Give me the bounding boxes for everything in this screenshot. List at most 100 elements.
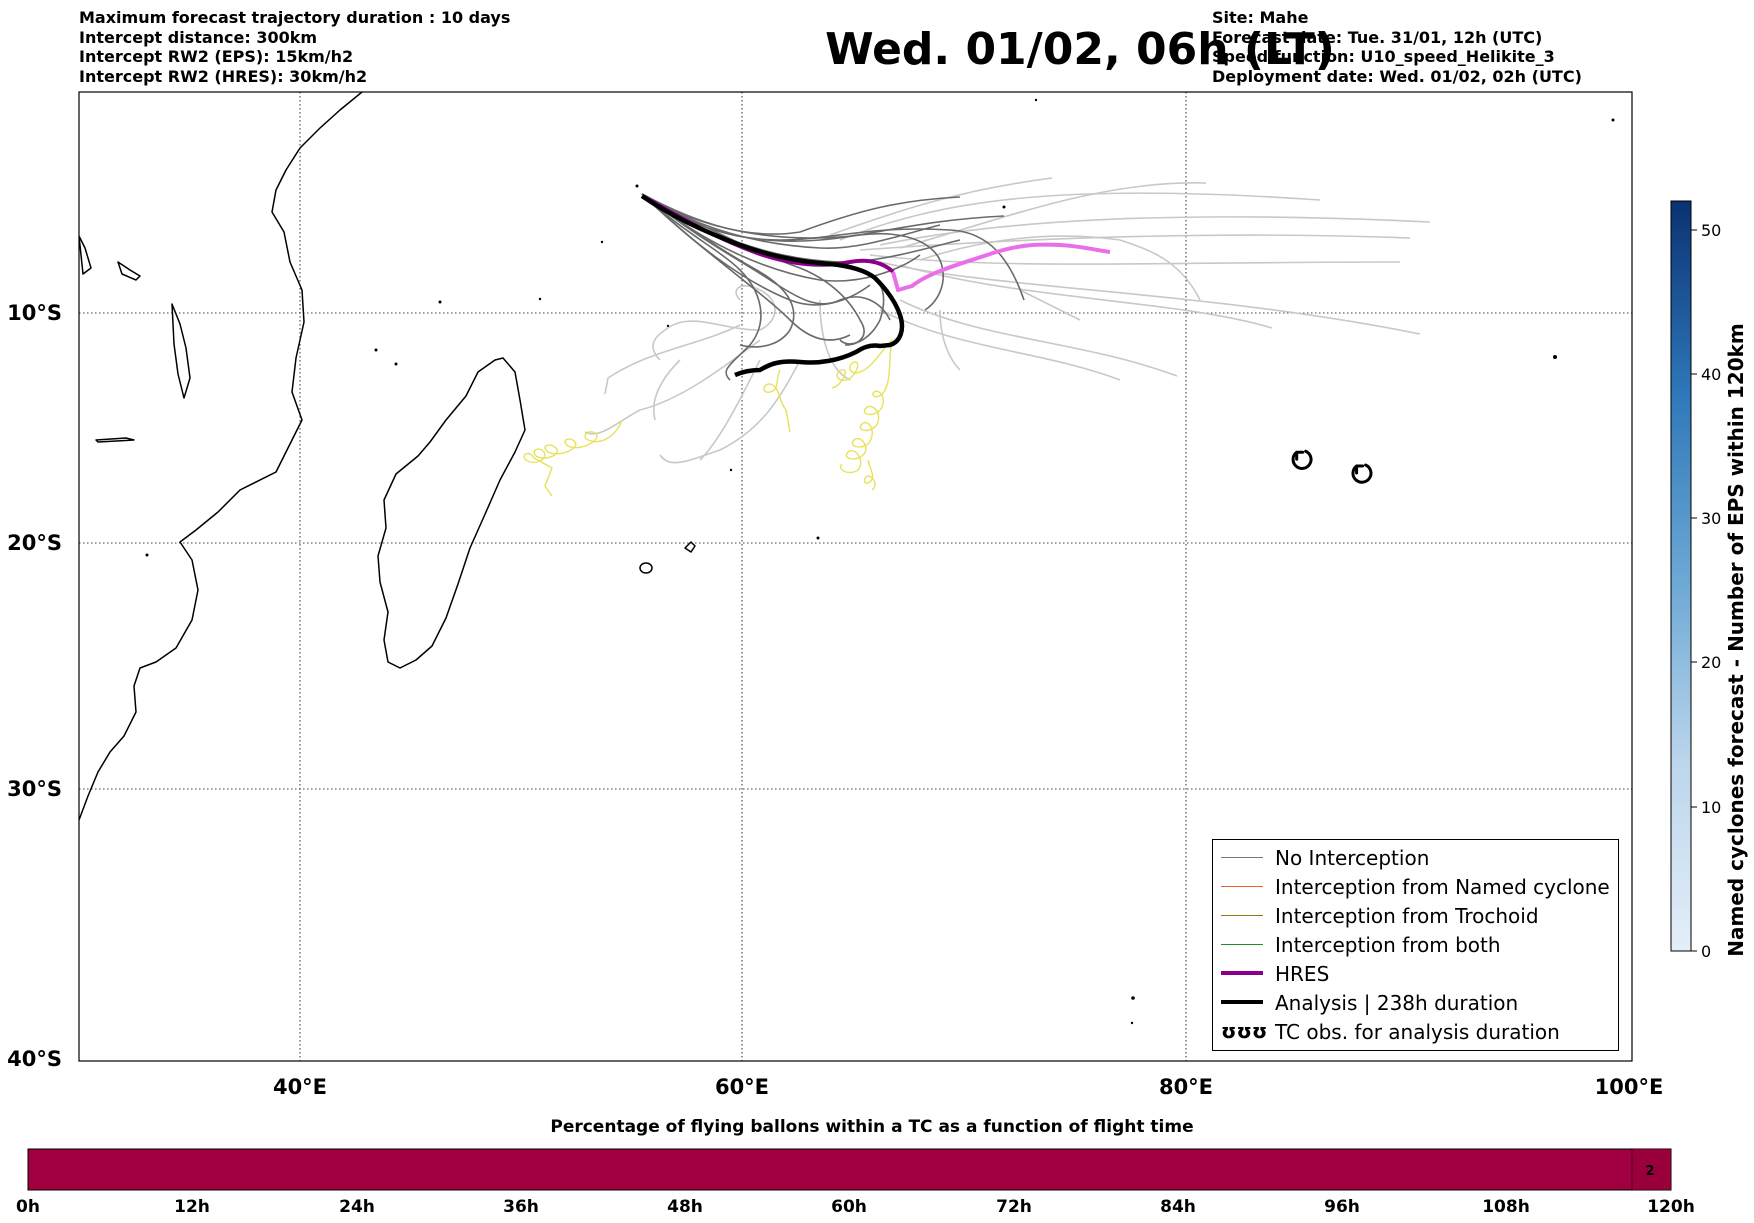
- trajectory-line: [641, 193, 762, 381]
- trajectory-line: [919, 235, 1201, 301]
- trajectory-line: [735, 285, 776, 331]
- colorbar-tick-label: 50: [1701, 221, 1721, 240]
- time-tick-label: 48h: [667, 1197, 703, 1217]
- island-dot: [1130, 1021, 1134, 1025]
- island-dot: [1034, 98, 1038, 102]
- lon-tick-label: 40°E: [273, 1075, 327, 1099]
- island-coastline: [79, 235, 92, 275]
- analysis-trajectory: [640, 194, 905, 378]
- header-right-line: Forecast date: Tue. 31/01, 12h (UTC): [1212, 27, 1543, 47]
- island-coastline: [95, 437, 135, 443]
- eps-trajectories-late: [584, 177, 1431, 464]
- lat-tick-label: 10°S: [7, 301, 62, 325]
- time-tick-label: 36h: [503, 1197, 539, 1217]
- page-title: Wed. 01/02, 06h (LT): [825, 24, 1335, 75]
- island-dot: [1131, 996, 1135, 1000]
- island-dot: [438, 300, 442, 304]
- island-coastline: [171, 303, 191, 399]
- lat-tick-label: 30°S: [7, 777, 62, 801]
- colorbar-gradient: [1670, 200, 1692, 952]
- island-coastline: [639, 562, 653, 574]
- header-left-line: Intercept distance: 300km: [79, 27, 318, 47]
- island-dot: [538, 297, 542, 301]
- header-right-line: Deployment date: Wed. 01/02, 02h (UTC): [1212, 66, 1582, 86]
- island-dot: [729, 468, 733, 472]
- island-dot: [394, 362, 398, 366]
- coastlines: [79, 92, 696, 821]
- time-tick-label: 12h: [174, 1197, 210, 1217]
- tc-obs: [1291, 449, 1373, 484]
- bottom-colorbar-title: Percentage of flying ballons within a TC…: [550, 1117, 1194, 1137]
- trochoid-track: [839, 339, 893, 474]
- time-tick-label: 24h: [339, 1197, 375, 1217]
- bottom-colorbar: 2 0h 12h 24h 36h 48h 60h 72h 84h 96h 108…: [16, 1148, 1695, 1217]
- island-dot: [816, 536, 820, 540]
- trajectory-line: [652, 320, 761, 361]
- percentage-value-label: 2: [1645, 1164, 1654, 1179]
- legend-swatch: [1221, 857, 1263, 858]
- colorbar-tick-label: 10: [1701, 798, 1721, 817]
- trajectory-line: [879, 216, 1431, 246]
- legend-swatch: [1221, 1000, 1263, 1004]
- island-dot: [1002, 205, 1006, 209]
- lon-tick-label: 80°E: [1159, 1075, 1213, 1099]
- colorbar-tick-label: 30: [1701, 509, 1721, 528]
- time-tick-label: 72h: [996, 1197, 1032, 1217]
- trochoid-track: [763, 369, 791, 433]
- colorbar-tick-label: 40: [1701, 365, 1721, 384]
- legend-swatch: [1221, 944, 1263, 945]
- island-dot: [1611, 118, 1615, 122]
- header-left: Maximum forecast trajectory duration : 1…: [79, 8, 510, 86]
- hres-trajectory-late: [891, 242, 1111, 292]
- trochoid-track: [831, 339, 893, 389]
- lon-tick-label: 100°E: [1595, 1075, 1664, 1099]
- trajectory-line: [641, 193, 891, 321]
- legend-swatch: [1221, 971, 1263, 975]
- legend-label: No Interception: [1275, 845, 1430, 870]
- legend-label: Interception from both: [1275, 932, 1501, 957]
- trajectory-line: [584, 339, 761, 435]
- trajectory-line: [1019, 289, 1081, 321]
- trochoid-track: [523, 419, 623, 497]
- trajectory-line: [839, 192, 1321, 241]
- island-dot: [145, 553, 149, 557]
- trajectory-line: [869, 254, 1401, 265]
- lon-tick-label: 60°E: [715, 1075, 769, 1099]
- trajectory-line: [641, 193, 851, 341]
- time-tick-label: 108h: [1482, 1197, 1530, 1217]
- axis-labels: 40°E 60°E 80°E 100°E 10°S 20°S 30°S 40°S: [7, 301, 1663, 1099]
- trajectory-line: [653, 359, 681, 421]
- legend-label: TC obs. for analysis duration: [1275, 1019, 1560, 1044]
- africa-coastline: [79, 92, 363, 821]
- time-tick-label: 84h: [1160, 1197, 1196, 1217]
- island-dot: [374, 348, 378, 352]
- legend-label: HRES: [1275, 961, 1330, 986]
- trochoid-tracks: [523, 339, 893, 497]
- trajectory-line: [899, 264, 1273, 329]
- legend-label: Analysis | 238h duration: [1275, 990, 1519, 1015]
- island-dot: [635, 184, 639, 188]
- legend-label: Interception from Trochoid: [1275, 903, 1539, 928]
- header-right-line: Site: Mahe: [1212, 8, 1309, 27]
- trajectory-line: [699, 359, 761, 461]
- colorbar-axis-label: Named cyclones forecast - Number of EPS …: [1724, 323, 1748, 957]
- island-coastline: [117, 261, 141, 281]
- trajectory-line: [899, 299, 1178, 377]
- percentage-bar: [27, 1148, 1672, 1191]
- colorbar-ticks: [1691, 229, 1697, 952]
- island-coastline: [684, 541, 696, 553]
- island-dot: [600, 240, 604, 244]
- header-right: Site: Mahe Forecast date: Tue. 31/01, 12…: [1212, 8, 1582, 86]
- trajectory-line: [604, 324, 741, 395]
- header-left-line: Intercept RW2 (EPS): 15km/h2: [79, 47, 354, 66]
- header-left-line: Intercept RW2 (HRES): 30km/h2: [79, 66, 368, 86]
- header-right-line: Speed function: U10_speed_Helikite_3: [1212, 47, 1555, 66]
- lat-tick-label: 20°S: [7, 531, 62, 555]
- trajectory-line: [829, 177, 1053, 236]
- trochoid-track: [863, 459, 876, 491]
- trajectory-line: [641, 193, 944, 311]
- trajectory-line: [859, 234, 1411, 251]
- island-dot: [1553, 355, 1557, 359]
- colorbar-tick-label: 0: [1701, 942, 1711, 961]
